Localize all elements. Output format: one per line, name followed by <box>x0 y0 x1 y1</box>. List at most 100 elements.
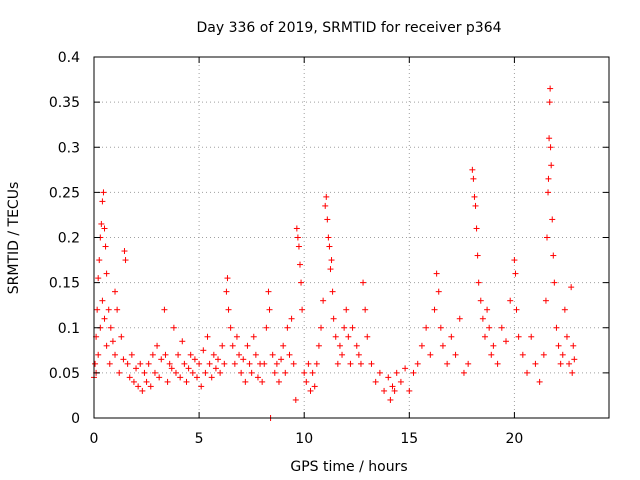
data-point <box>95 351 102 358</box>
data-point <box>121 248 128 255</box>
data-point <box>524 369 531 376</box>
data-point <box>154 342 161 349</box>
data-point <box>250 333 257 340</box>
data-point <box>156 374 163 381</box>
data-point <box>549 216 556 223</box>
data-point <box>568 284 575 291</box>
data-point <box>571 356 578 363</box>
data-point <box>112 351 119 358</box>
data-point <box>292 396 299 403</box>
data-point <box>295 243 302 250</box>
data-point <box>118 333 125 340</box>
y-tick-label: 0.25 <box>49 185 80 201</box>
data-point <box>325 234 332 241</box>
data-point <box>280 342 287 349</box>
x-axis-label: GPS time / hours <box>290 459 407 475</box>
data-point <box>290 360 297 367</box>
data-point <box>486 324 493 331</box>
data-point <box>362 306 369 313</box>
data-point <box>512 270 519 277</box>
data-point <box>137 360 144 367</box>
data-point <box>217 369 224 376</box>
data-point <box>315 342 322 349</box>
data-point <box>139 387 146 394</box>
data-point <box>206 360 213 367</box>
data-point <box>385 374 392 381</box>
x-tick-label: 15 <box>400 431 418 447</box>
data-point <box>433 270 440 277</box>
data-point <box>490 342 497 349</box>
data-point <box>233 333 240 340</box>
data-point <box>479 315 486 322</box>
data-point <box>266 306 273 313</box>
data-point <box>147 383 154 390</box>
data-point <box>231 360 238 367</box>
data-point <box>307 387 314 394</box>
data-point <box>473 225 480 232</box>
data-point <box>431 306 438 313</box>
y-tick-label: 0.15 <box>49 276 80 292</box>
data-point <box>187 351 194 358</box>
data-point <box>208 374 215 381</box>
data-point <box>162 351 169 358</box>
data-point <box>99 198 106 205</box>
data-point <box>345 333 352 340</box>
y-tick-label: 0.4 <box>58 50 80 66</box>
data-point <box>427 351 434 358</box>
data-point <box>376 369 383 376</box>
data-point <box>96 257 103 264</box>
data-point <box>114 306 121 313</box>
data-point <box>284 324 291 331</box>
data-point <box>246 360 253 367</box>
data-point <box>278 356 285 363</box>
data-point <box>101 315 108 322</box>
data-point <box>196 360 203 367</box>
data-point <box>286 351 293 358</box>
data-point <box>542 297 549 304</box>
data-point <box>557 360 564 367</box>
y-tick-label: 0.2 <box>58 231 80 247</box>
data-point <box>355 351 362 358</box>
data-point <box>200 347 207 354</box>
data-point <box>389 383 396 390</box>
data-point <box>372 378 379 385</box>
data-point <box>141 369 148 376</box>
data-point <box>98 220 105 227</box>
data-point <box>151 369 158 376</box>
data-point <box>225 306 232 313</box>
data-point <box>103 342 110 349</box>
x-axis-ticks: 0 5 10 15 20 <box>90 57 523 447</box>
data-point <box>191 356 198 363</box>
data-point <box>488 351 495 358</box>
data-point <box>439 342 446 349</box>
data-point <box>545 175 552 182</box>
data-point <box>470 175 477 182</box>
data-point <box>122 257 129 264</box>
data-point <box>559 351 566 358</box>
data-point <box>311 383 318 390</box>
data-point <box>320 297 327 304</box>
data-point <box>101 225 108 232</box>
data-point <box>519 351 526 358</box>
data-point <box>273 360 280 367</box>
data-point <box>477 297 484 304</box>
data-point <box>227 324 234 331</box>
data-point <box>332 333 339 340</box>
y-tick-label: 0 <box>71 411 80 427</box>
data-point <box>179 338 186 345</box>
data-point <box>252 351 259 358</box>
data-point <box>570 342 577 349</box>
data-point <box>322 202 329 209</box>
data-point <box>507 297 514 304</box>
data-point <box>128 351 135 358</box>
data-point <box>105 306 112 313</box>
data-point <box>102 243 109 250</box>
data-point <box>448 333 455 340</box>
data-point <box>474 252 481 259</box>
data-point <box>112 288 119 295</box>
y-tick-label: 0.3 <box>58 140 80 156</box>
data-point <box>336 342 343 349</box>
data-point <box>95 275 102 282</box>
gridlines <box>94 57 609 418</box>
